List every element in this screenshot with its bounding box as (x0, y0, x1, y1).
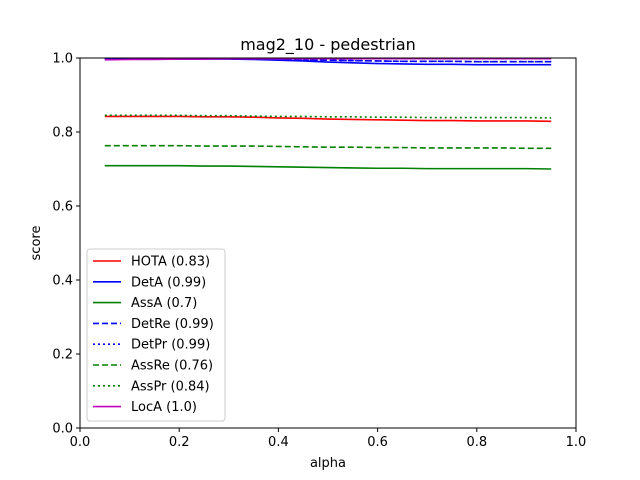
legend-label-1: DetA (0.99) (131, 275, 206, 290)
y-tick-label: 0.0 (52, 422, 73, 437)
legend: HOTA (0.83) DetA (0.99) AssA (0.7) DetRe (0… (86, 248, 226, 422)
legend-label-3: DetRe (0.99) (131, 317, 214, 332)
legend-label-4: DetPr (0.99) (131, 338, 210, 353)
x-tick-label: 0.8 (466, 435, 487, 450)
legend-label-0: HOTA (0.83) (131, 255, 210, 270)
legend-label-2: AssA (0.7) (131, 296, 197, 311)
series-line-0 (104, 115, 552, 123)
x-tick-label: 0.2 (169, 435, 190, 450)
x-axis-ticks: 0.0 0.2 0.4 0.6 0.8 1.0 (70, 428, 587, 450)
series-line-2 (104, 164, 552, 170)
y-tick-label: 0.4 (52, 274, 73, 289)
y-tick-label: 0.2 (52, 348, 73, 363)
chart-title: mag2_10 - pedestrian (240, 35, 416, 55)
series-layer (104, 57, 552, 170)
legend-label-5: AssRe (0.76) (131, 359, 213, 374)
series-line-7 (104, 57, 552, 61)
x-tick-label: 0.0 (70, 435, 91, 450)
series-line-5 (104, 144, 552, 150)
x-tick-label: 0.4 (268, 435, 289, 450)
y-tick-label: 0.8 (52, 126, 73, 141)
legend-label-7: LocA (1.0) (131, 400, 197, 415)
y-axis-label: score (29, 226, 44, 261)
y-tick-label: 1.0 (52, 52, 73, 67)
y-axis-ticks: 0.0 0.2 0.4 0.6 0.8 1.0 (52, 52, 80, 437)
x-axis-label: alpha (310, 456, 346, 471)
plot-frame (79, 57, 577, 429)
x-tick-label: 1.0 (566, 435, 587, 450)
legend-box (86, 248, 226, 422)
x-tick-label: 0.6 (367, 435, 388, 450)
legend-label-6: AssPr (0.84) (131, 379, 210, 394)
y-tick-label: 0.6 (52, 200, 73, 215)
